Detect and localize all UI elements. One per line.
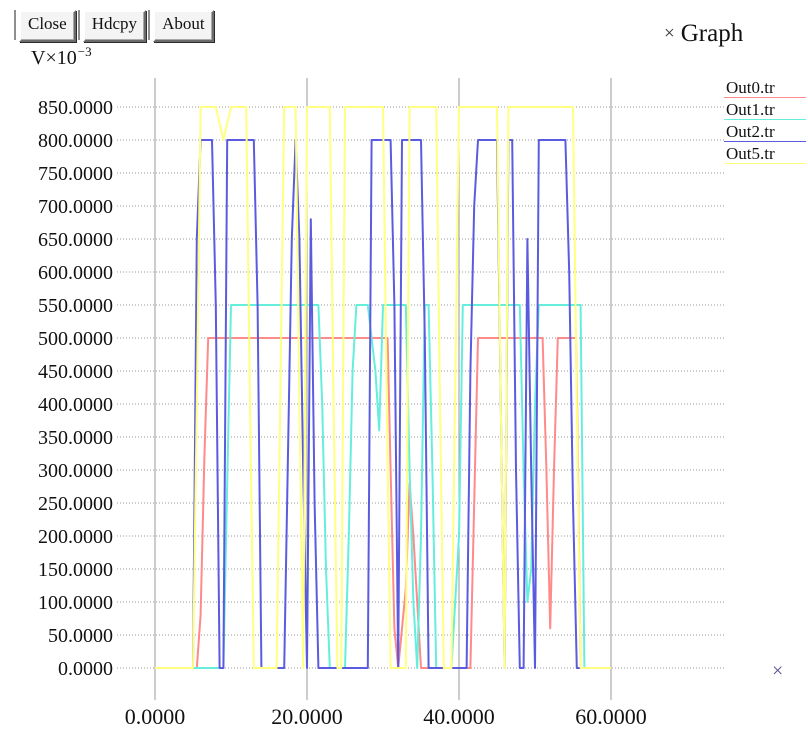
legend-swatch xyxy=(724,141,806,142)
legend-entry: Out0.tr xyxy=(724,78,806,100)
series-line-out0-tr xyxy=(155,337,611,669)
y-tick-label: 250.0000 xyxy=(38,493,113,515)
toolbar-separator xyxy=(77,10,81,40)
y-tick-label: 700.0000 xyxy=(38,196,113,218)
y-tick-label: 850.0000 xyxy=(38,97,113,119)
series-line-out2-tr xyxy=(155,139,611,669)
about-button[interactable]: About xyxy=(153,10,214,42)
legend-entry: Out1.tr xyxy=(724,100,806,122)
y-axis-unit: V×10−3 xyxy=(31,44,92,70)
legend-label: Out5.tr xyxy=(726,144,775,163)
legend-swatch xyxy=(724,119,806,120)
y-tick-label: 150.0000 xyxy=(38,559,113,581)
y-tick-label: 450.0000 xyxy=(38,361,113,383)
corner-close-icon[interactable]: × xyxy=(772,660,784,682)
x-tick-label: 40.0000 xyxy=(423,704,495,729)
legend-swatch xyxy=(724,97,806,98)
y-tick-label: 500.0000 xyxy=(38,328,113,350)
y-tick-label: 400.0000 xyxy=(38,394,113,416)
legend-label: Out2.tr xyxy=(726,122,775,141)
legend: Out0.tr Out1.tr Out2.tr Out5.tr xyxy=(724,78,806,166)
y-tick-label: 0.0000 xyxy=(58,658,113,680)
toolbar: Close Hdcpy About xyxy=(14,10,214,42)
hdcpy-button[interactable]: Hdcpy xyxy=(82,10,147,42)
y-tick-label: 750.0000 xyxy=(38,163,113,185)
y-tick-label: 350.0000 xyxy=(38,427,113,449)
legend-swatch xyxy=(724,163,806,164)
graph-window-header: × Graph xyxy=(664,20,743,48)
series-line-out1-tr xyxy=(155,304,611,669)
series-line-out5-tr xyxy=(155,106,611,669)
y-tick-label: 650.0000 xyxy=(38,229,113,251)
graph-title: Graph xyxy=(680,20,744,47)
close-icon[interactable]: × xyxy=(664,23,675,44)
y-tick-label: 50.0000 xyxy=(48,625,113,647)
close-button[interactable]: Close xyxy=(19,10,76,42)
toolbar-separator xyxy=(14,10,17,40)
y-tick-label: 600.0000 xyxy=(38,262,113,284)
toolbar-separator xyxy=(148,10,152,40)
y-tick-label: 300.0000 xyxy=(38,460,113,482)
x-tick-label: 20.0000 xyxy=(271,704,343,729)
y-axis-unit-exponent: −3 xyxy=(77,44,92,59)
y-tick-label: 100.0000 xyxy=(38,592,113,614)
x-tick-label: 60.0000 xyxy=(575,704,647,729)
y-tick-label: 200.0000 xyxy=(38,526,113,548)
y-axis-unit-base: V×10 xyxy=(31,47,77,69)
legend-entry: Out2.tr xyxy=(724,122,806,144)
x-tick-label: 0.0000 xyxy=(125,704,186,729)
legend-label: Out0.tr xyxy=(726,78,775,97)
y-tick-label: 800.0000 xyxy=(38,130,113,152)
legend-entry: Out5.tr xyxy=(724,144,806,166)
legend-label: Out1.tr xyxy=(726,100,775,119)
y-tick-label: 550.0000 xyxy=(38,295,113,317)
